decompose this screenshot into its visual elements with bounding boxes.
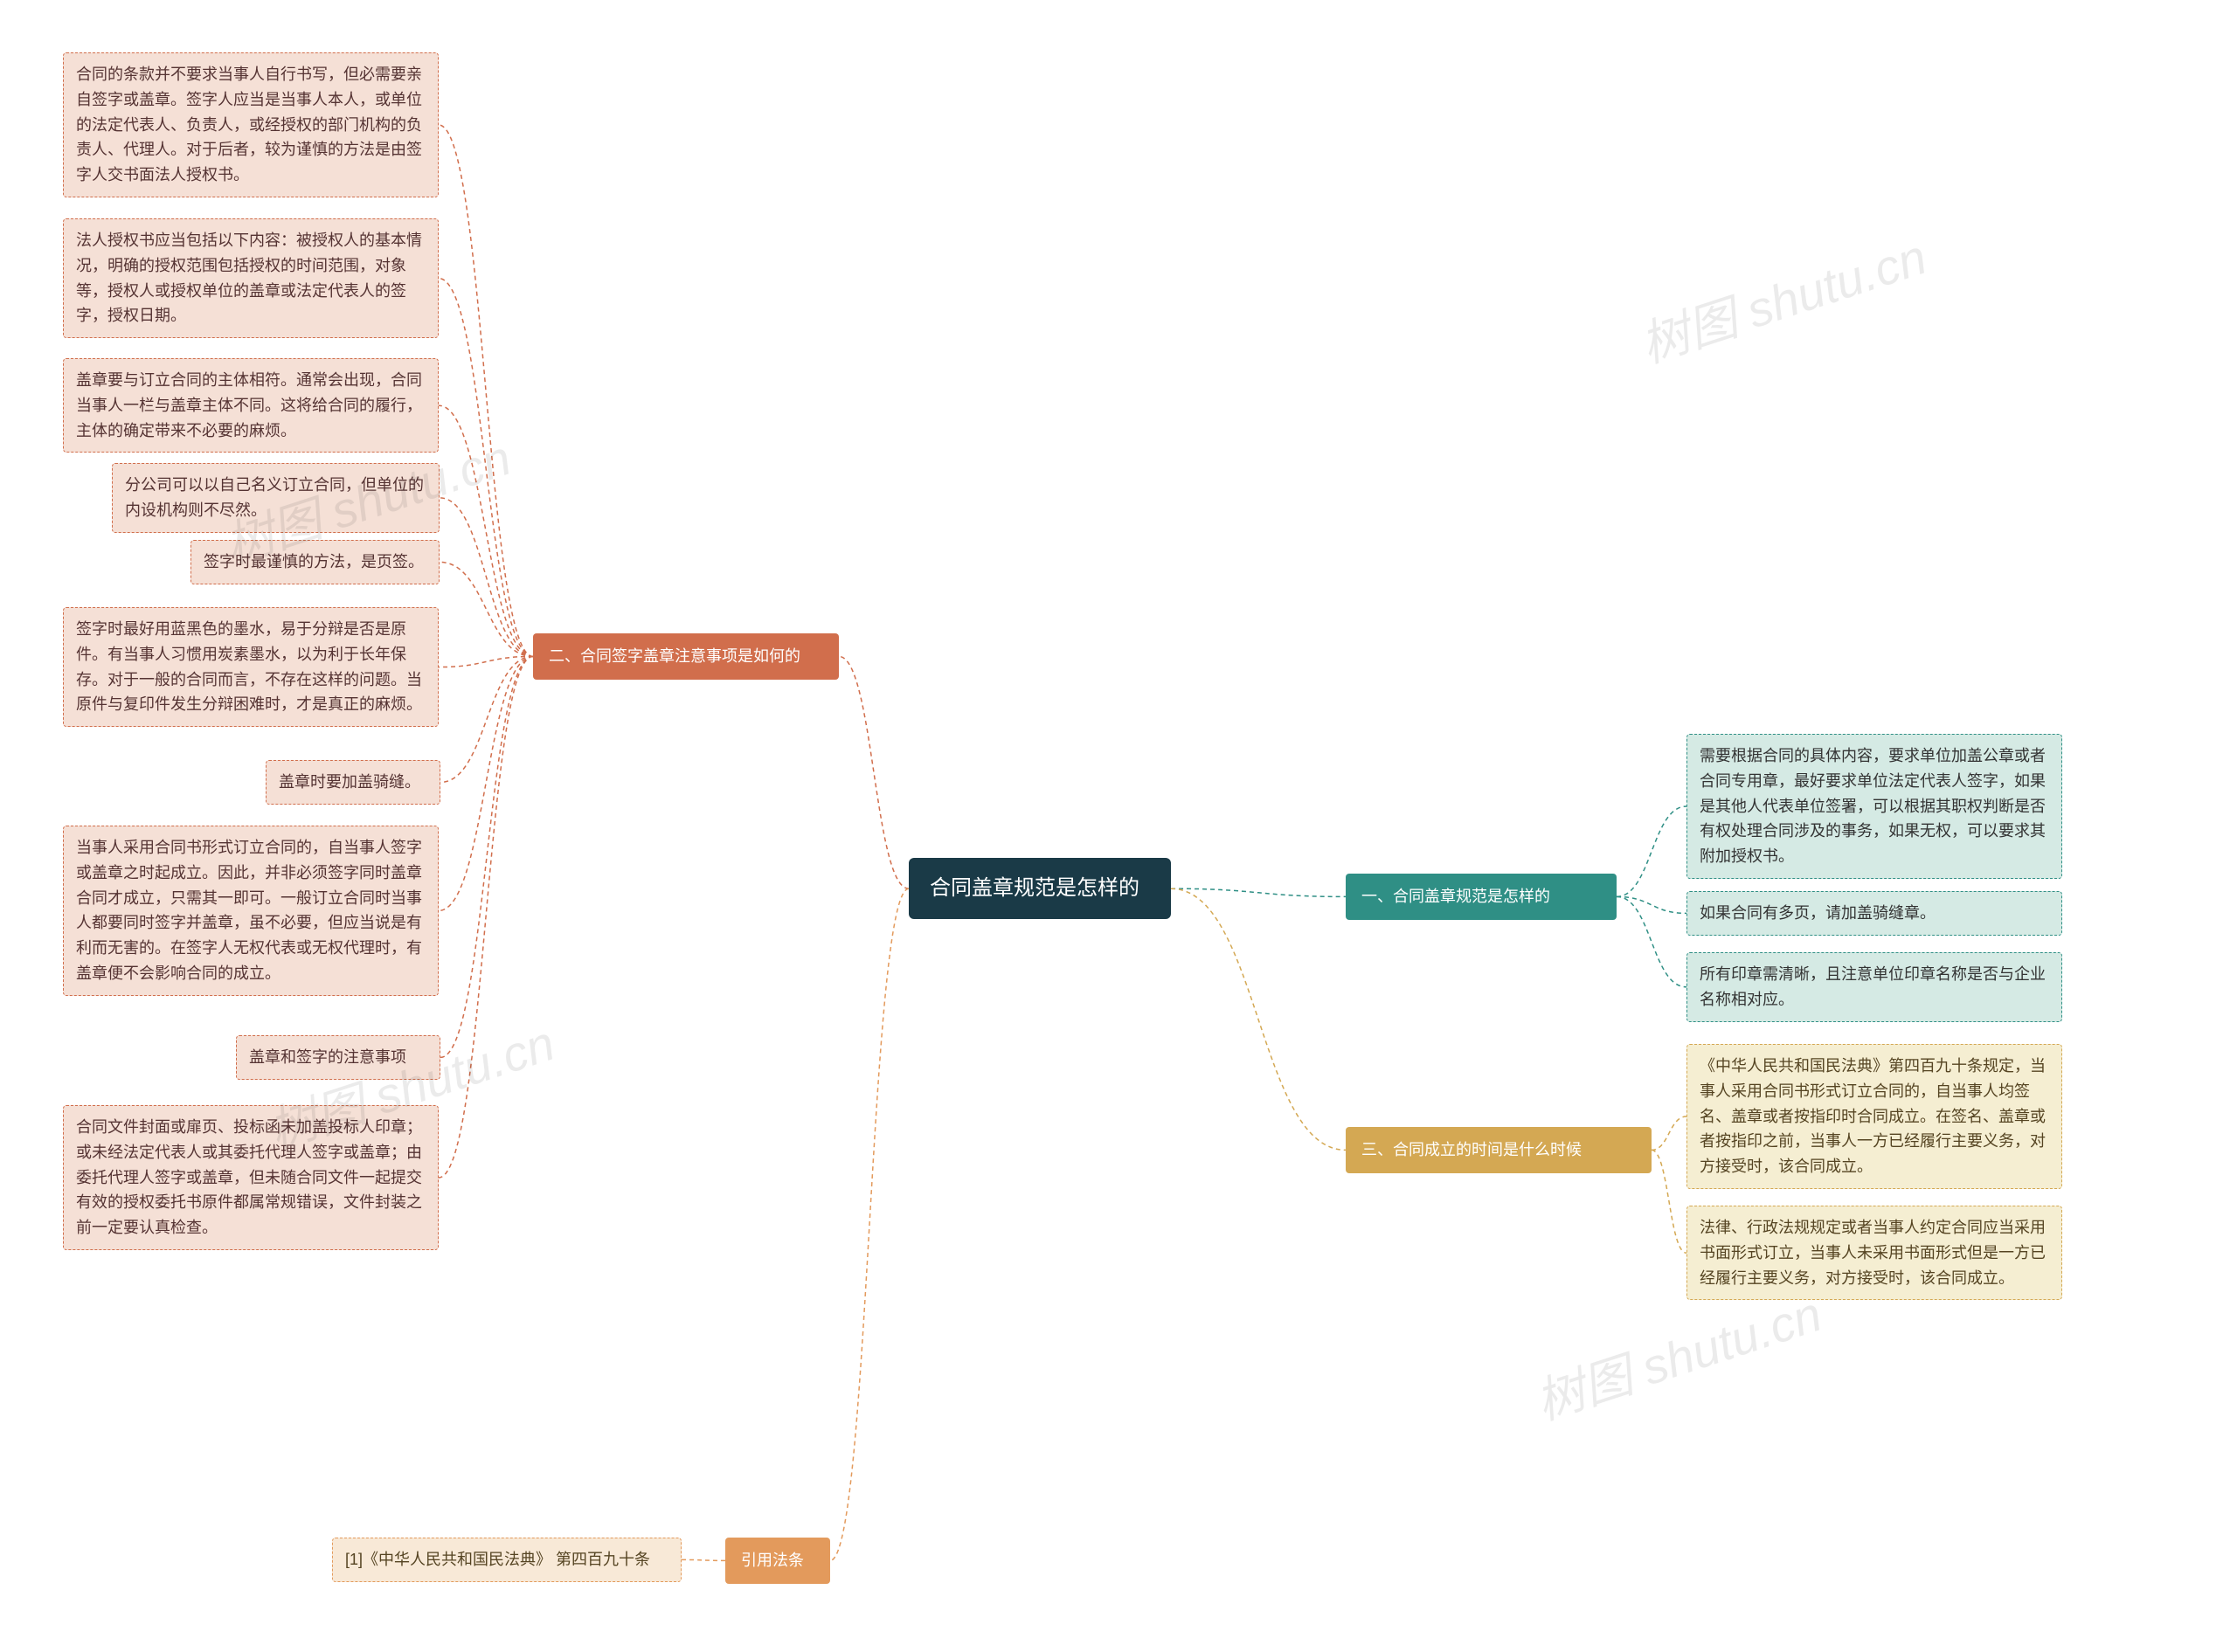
leaf-3-0: 《中华人民共和国民法典》第四百九十条规定，当事人采用合同书形式订立合同的，自当事… [1686, 1044, 2062, 1189]
branch-3: 三、合同成立的时间是什么时候 [1346, 1127, 1652, 1173]
branch-4: 引用法条 [725, 1538, 830, 1584]
leaf-1-2: 所有印章需清晰，且注意单位印章名称是否与企业名称相对应。 [1686, 952, 2062, 1022]
leaf-2-2: 盖章要与订立合同的主体相符。通常会出现，合同当事人一栏与盖章主体不同。这将给合同… [63, 358, 439, 453]
root-node: 合同盖章规范是怎样的 [909, 858, 1171, 919]
leaf-2-1: 法人授权书应当包括以下内容：被授权人的基本情况，明确的授权范围包括授权的时间范围… [63, 218, 439, 338]
branch-2: 二、合同签字盖章注意事项是如何的 [533, 633, 839, 680]
leaf-1-0: 需要根据合同的具体内容，要求单位加盖公章或者合同专用章，最好要求单位法定代表人签… [1686, 734, 2062, 879]
leaf-1-1: 如果合同有多页，请加盖骑缝章。 [1686, 891, 2062, 936]
branch-1: 一、合同盖章规范是怎样的 [1346, 874, 1617, 920]
leaf-4-0: [1]《中华人民共和国民法典》 第四百九十条 [332, 1538, 682, 1582]
watermark: 树图 shutu.cn [1631, 218, 1935, 377]
leaf-2-4: 签字时最谨慎的方法，是页签。 [190, 540, 440, 584]
leaf-2-0: 合同的条款并不要求当事人自行书写，但必需要亲自签字或盖章。签字人应当是当事人本人… [63, 52, 439, 197]
leaf-2-6: 盖章时要加盖骑缝。 [266, 760, 440, 805]
leaf-2-9: 合同文件封面或扉页、投标函未加盖投标人印章；或未经法定代表人或其委托代理人签字或… [63, 1105, 439, 1250]
leaf-2-5: 签字时最好用蓝黑色的墨水，易于分辩是否是原件。有当事人习惯用炭素墨水，以为利于长… [63, 607, 439, 727]
leaf-2-8: 盖章和签字的注意事项 [236, 1035, 440, 1080]
leaf-2-7: 当事人采用合同书形式订立合同的，自当事人签字或盖章之时起成立。因此，并非必须签字… [63, 826, 439, 996]
leaf-2-3: 分公司可以以自己名义订立合同，但单位的内设机构则不尽然。 [112, 463, 440, 533]
leaf-3-1: 法律、行政法规规定或者当事人约定合同应当采用书面形式订立，当事人未采用书面形式但… [1686, 1206, 2062, 1300]
